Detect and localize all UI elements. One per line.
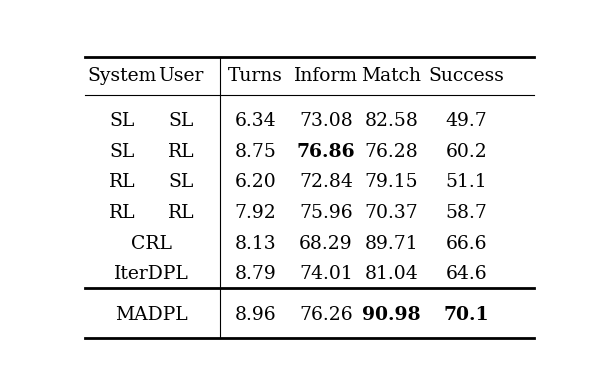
Text: 74.01: 74.01 — [299, 265, 353, 283]
Text: RL: RL — [167, 143, 194, 161]
Text: CRL: CRL — [131, 235, 172, 253]
Text: User: User — [158, 67, 204, 85]
Text: Inform: Inform — [294, 67, 358, 85]
Text: 70.37: 70.37 — [365, 204, 419, 222]
Text: 81.04: 81.04 — [365, 265, 419, 283]
Text: 73.08: 73.08 — [299, 112, 353, 130]
Text: Turns: Turns — [228, 67, 283, 85]
Text: 64.6: 64.6 — [446, 265, 487, 283]
Text: 8.13: 8.13 — [235, 235, 277, 253]
Text: 6.20: 6.20 — [235, 173, 277, 191]
Text: 72.84: 72.84 — [299, 173, 353, 191]
Text: RL: RL — [167, 204, 194, 222]
Text: 76.28: 76.28 — [365, 143, 419, 161]
Text: 60.2: 60.2 — [446, 143, 487, 161]
Text: System: System — [88, 67, 157, 85]
Text: RL: RL — [109, 173, 136, 191]
Text: SL: SL — [109, 143, 135, 161]
Text: 7.92: 7.92 — [235, 204, 277, 222]
Text: 49.7: 49.7 — [446, 112, 487, 130]
Text: SL: SL — [109, 112, 135, 130]
Text: SL: SL — [168, 112, 193, 130]
Text: 51.1: 51.1 — [446, 173, 487, 191]
Text: 82.58: 82.58 — [365, 112, 419, 130]
Text: Match: Match — [361, 67, 422, 85]
Text: Success: Success — [428, 67, 504, 85]
Text: 8.79: 8.79 — [235, 265, 277, 283]
Text: 66.6: 66.6 — [446, 235, 487, 253]
Text: 8.96: 8.96 — [235, 306, 277, 324]
Text: IterDPL: IterDPL — [114, 265, 189, 283]
Text: 90.98: 90.98 — [362, 306, 421, 324]
Text: 70.1: 70.1 — [443, 306, 489, 324]
Text: 76.26: 76.26 — [299, 306, 353, 324]
Text: 6.34: 6.34 — [235, 112, 277, 130]
Text: 79.15: 79.15 — [365, 173, 419, 191]
Text: 75.96: 75.96 — [299, 204, 353, 222]
Text: 76.86: 76.86 — [297, 143, 355, 161]
Text: MADPL: MADPL — [115, 306, 188, 324]
Text: 68.29: 68.29 — [299, 235, 353, 253]
Text: 58.7: 58.7 — [445, 204, 487, 222]
Text: RL: RL — [109, 204, 136, 222]
Text: SL: SL — [168, 173, 193, 191]
Text: 89.71: 89.71 — [365, 235, 419, 253]
Text: 8.75: 8.75 — [235, 143, 277, 161]
